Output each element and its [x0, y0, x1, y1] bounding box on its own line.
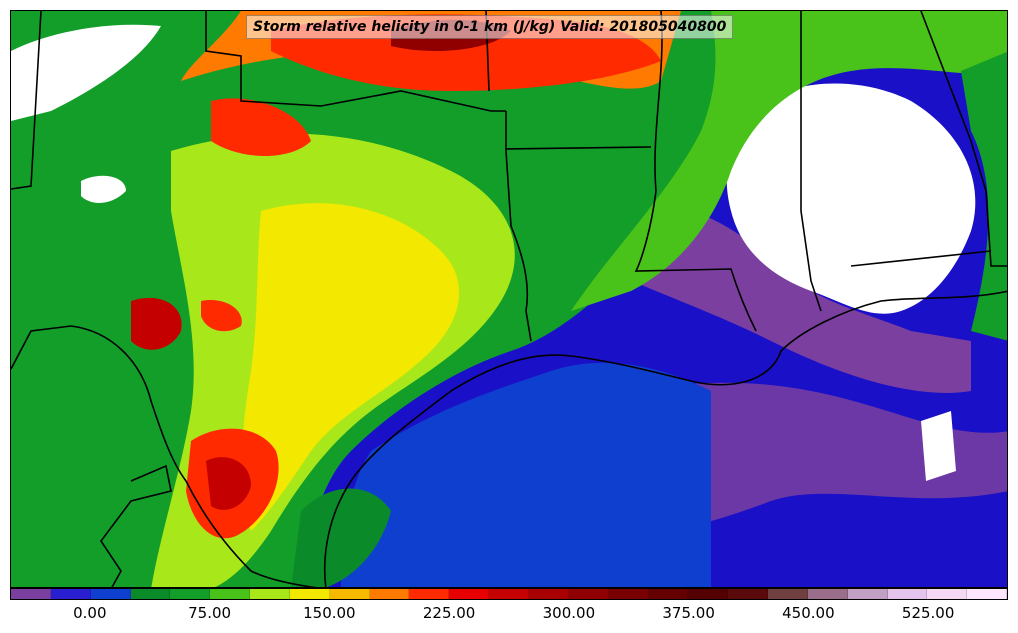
central-yellow-core [241, 203, 460, 531]
east-green-strip [961, 51, 1007, 341]
colorbar-segment [489, 589, 529, 599]
colorbar-segment [847, 589, 888, 599]
coastal-green-patch [291, 488, 391, 587]
colorbar-segment [210, 589, 251, 599]
alabama-georgia-border [920, 11, 1007, 267]
colorbar-segment [250, 589, 290, 599]
colorbar-segment [289, 589, 330, 599]
colorbar-segment [728, 589, 769, 599]
chart-title: Storm relative helicity in 0-1 km (J/kg)… [246, 15, 734, 39]
colorbar-segment [927, 589, 968, 599]
colorbar-segment [449, 589, 490, 599]
texas-louisiana-border [505, 111, 532, 342]
colorbar-tick-labels: 0.00 75.00 150.00 225.00 300.00 375.00 450.00 5… [10, 600, 1008, 630]
map-svg [11, 11, 1007, 587]
colorbar-segment [648, 589, 689, 599]
colorbar-segment [11, 589, 51, 599]
colorbar-tick-label: 75.00 [188, 604, 232, 622]
colorbar-tick-label: 0.00 [73, 604, 107, 622]
north-red-patch [211, 98, 311, 156]
arkansas-louisiana-border [505, 146, 652, 150]
below-range-area-east [726, 83, 976, 314]
oklahoma-texas-border [205, 11, 506, 112]
below-range-area-gulf [921, 411, 956, 481]
mississippi-river-border [634, 11, 757, 332]
colorbar-segment [887, 589, 928, 599]
colorbar-segment [608, 589, 649, 599]
colorbar-tick-label: 150.00 [303, 604, 356, 622]
below-range-patch-west [81, 175, 126, 203]
mississippi-alabama-border [800, 11, 822, 312]
colorbar-tick-label: 525.00 [901, 604, 955, 622]
northeast-green-field [571, 11, 1007, 311]
colorbar-segment [329, 589, 370, 599]
colorbar-segment [768, 589, 808, 599]
west-red-patch [201, 300, 242, 332]
colorbar [10, 588, 1008, 600]
below-range-area-northwest [11, 24, 161, 121]
colorbar-segment [130, 589, 171, 599]
colorbar-tick-label: 300.00 [542, 604, 596, 622]
colorbar-segment [409, 589, 450, 599]
coastal-blue-field [341, 362, 711, 587]
colorbar-segment [50, 589, 91, 599]
boundaries [11, 11, 1007, 587]
colorbar-segment [369, 589, 410, 599]
rio-grande-border [11, 325, 317, 587]
west-darkred-patch [131, 297, 182, 350]
east-purple-band [611, 204, 971, 393]
colorbar-segment [688, 589, 729, 599]
new-mexico-border [11, 11, 42, 190]
colorbar-segment [528, 589, 569, 599]
colorbar-tick-label: 450.00 [782, 604, 835, 622]
colorbar-tick-label: 375.00 [662, 604, 715, 622]
colorbar-segment [807, 589, 848, 599]
colorbar-segment [90, 589, 131, 599]
alabama-florida-border [850, 250, 992, 267]
map-panel [10, 10, 1008, 588]
colorbar-tick-label: 225.00 [422, 604, 476, 622]
colorbar-segment [170, 589, 211, 599]
south-darkred-core [206, 457, 251, 510]
colorbar-segment [967, 589, 1008, 599]
mexico-state-lines [100, 464, 172, 587]
gulf-coastline [323, 290, 1007, 587]
colorbar-segment [568, 589, 609, 599]
